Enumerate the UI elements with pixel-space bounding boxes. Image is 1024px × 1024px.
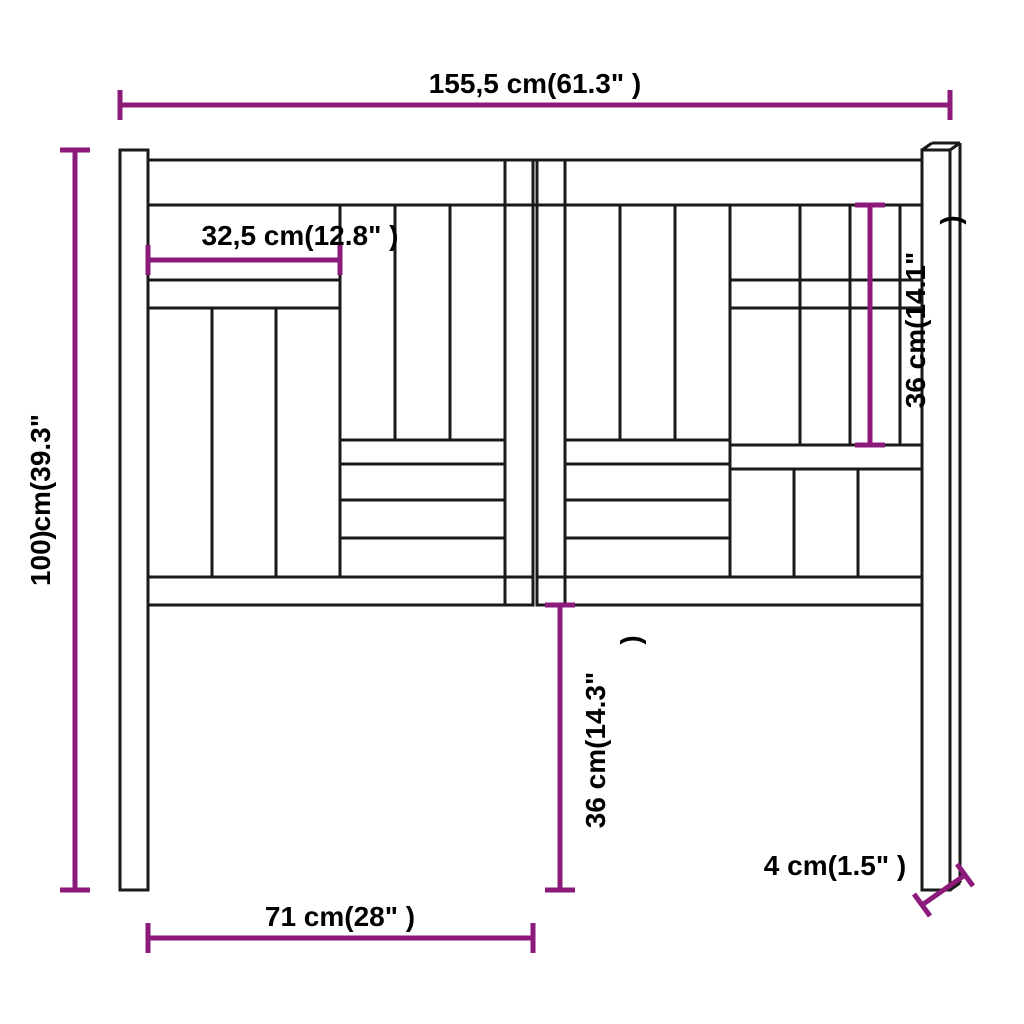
dim-height-left: 100 cm(39.3" ) [25,150,90,890]
dim-panel-h-right-l1: 36 cm(14.1" [900,252,931,409]
dim-height-left-label-l1: 100 cm(39.3" [25,414,56,586]
dimensions: 155,5 cm(61.3" ) 100 cm(39.3" ) 32,5 cm(… [25,68,973,953]
dim-inner-width: 32,5 cm(12.8" ) [148,220,398,275]
center-post-right [537,160,565,605]
bottom-rail-right [537,577,922,605]
dim-panel-h-right-l2: ) [935,215,966,224]
dim-leg-h-l2: ) [615,635,646,644]
bottom-rail-left [148,577,533,605]
dim-half-w: 71 cm(28" ) [148,901,533,953]
dim-width-top-label: 155,5 cm(61.3" ) [429,68,642,99]
dim-leg-h: ) 36 cm(14.3" [545,605,646,890]
dim-width-top: 155,5 cm(61.3" ) [120,68,950,120]
dim-inner-width-label: 32,5 cm(12.8" ) [202,220,399,251]
left-post [120,150,148,890]
dim-leg-h-l1: 36 cm(14.3" [580,672,611,829]
diagram-canvas: 155,5 cm(61.3" ) 100 cm(39.3" ) 32,5 cm(… [0,0,1024,1024]
dim-height-left-label-l2: ) [25,530,56,539]
center-post-left [505,160,533,605]
dim-half-w-label: 71 cm(28" ) [265,901,415,932]
product-drawing [120,143,960,890]
top-rail [148,160,922,205]
dim-depth-label: 4 cm(1.5" ) [764,850,906,881]
dim-depth: 4 cm(1.5" ) [764,850,973,916]
